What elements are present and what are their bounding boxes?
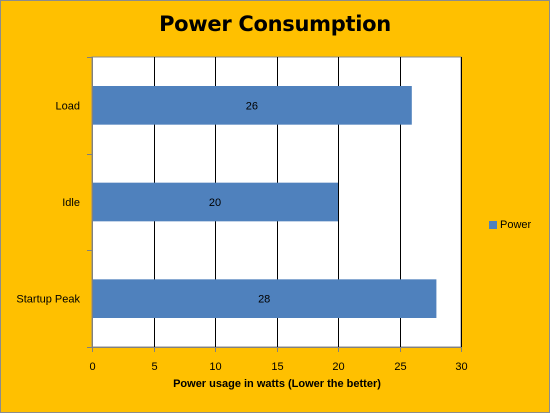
bar-data-label: 28 <box>258 294 270 306</box>
bar <box>93 279 437 318</box>
x-axis-label: Power usage in watts (Lower the better) <box>173 378 381 390</box>
x-tick-label: 5 <box>151 361 157 373</box>
chart-title: Power Consumption <box>159 12 391 36</box>
bar <box>93 86 412 125</box>
x-tick-label: 0 <box>89 361 95 373</box>
legend-label: Power <box>500 219 532 231</box>
x-tick-label: 30 <box>455 361 467 373</box>
bar-data-label: 20 <box>209 197 221 209</box>
y-tick-label: Idle <box>62 197 80 209</box>
legend-swatch <box>489 221 497 229</box>
x-tick-label: 25 <box>394 361 406 373</box>
x-tick-label: 10 <box>209 361 221 373</box>
legend: Power <box>489 219 531 231</box>
bar <box>93 182 338 222</box>
x-tick-label: 20 <box>332 361 344 373</box>
x-tick-label: 15 <box>271 361 283 373</box>
y-tick-label: Load <box>56 100 80 112</box>
y-tick-label: Startup Peak <box>16 294 80 306</box>
bar-data-label: 26 <box>246 100 258 112</box>
